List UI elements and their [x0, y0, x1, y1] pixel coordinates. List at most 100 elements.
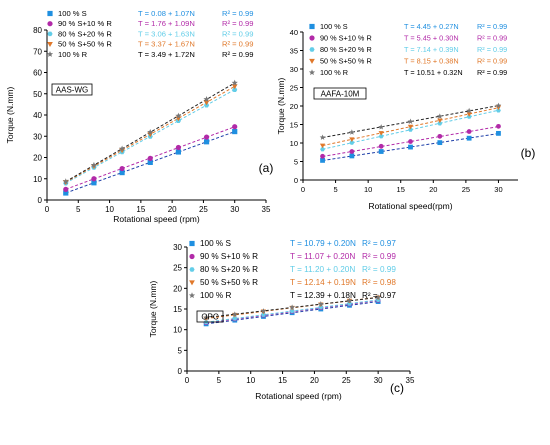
- data-point: [378, 131, 384, 136]
- legend-label: 50 % S+50 % R: [58, 40, 112, 49]
- x-tick-label: 20: [310, 376, 319, 385]
- r-squared-label: R² = 0.99: [362, 265, 396, 274]
- data-point: [466, 129, 472, 134]
- x-tick-label: 20: [429, 185, 437, 194]
- data-point: [375, 294, 381, 300]
- legend-label: 100 % R: [200, 291, 231, 300]
- legend-marker: [189, 280, 195, 286]
- y-tick-label: 15: [290, 121, 298, 130]
- data-point: [378, 149, 384, 154]
- y-tick-label: 80: [33, 26, 42, 35]
- data-point: [147, 155, 153, 161]
- data-point: [203, 134, 210, 140]
- data-point: [349, 129, 355, 135]
- legend-label: 50 % S+50 % R: [320, 57, 372, 66]
- y-tick-label: 0: [294, 176, 298, 185]
- x-tick-label: 0: [301, 185, 305, 194]
- y-tick-label: 15: [173, 305, 182, 314]
- data-point: [232, 87, 238, 92]
- data-point: [231, 311, 238, 317]
- data-point: [320, 157, 325, 163]
- x-tick-label: 35: [406, 376, 415, 385]
- r-squared-label: R² = 0.99: [477, 22, 507, 31]
- r-squared-label: R² = 0.99: [222, 50, 253, 59]
- data-point: [231, 84, 238, 90]
- data-point: [495, 102, 502, 109]
- data-point: [437, 118, 443, 124]
- data-point: [378, 143, 384, 149]
- data-point: [231, 79, 238, 86]
- y-axis-title: Torque (N.mm): [5, 87, 15, 144]
- y-tick-label: 5: [178, 346, 183, 355]
- legend-marker: [188, 292, 196, 299]
- legend-marker: [46, 51, 54, 57]
- data-point: [289, 308, 295, 314]
- fit-equation: T = 12.39 + 0.18N: [290, 291, 356, 300]
- x-axis-title: Rotational speed (rpm): [255, 391, 342, 401]
- x-tick-label: 30: [230, 205, 239, 214]
- data-point: [466, 112, 472, 117]
- r-squared-label: R² = 0.99: [362, 252, 396, 261]
- panel-tag: (c): [390, 381, 404, 395]
- x-tick-label: 5: [217, 376, 222, 385]
- chart-panel-a: 0 5 10 15 20 25 30 35 0 10 20 30 40 50 60 70 80 Rotationa…: [5, 9, 273, 224]
- data-point: [62, 178, 69, 185]
- data-point: [203, 96, 210, 102]
- y-tick-label: 40: [290, 28, 298, 37]
- data-point: [407, 124, 414, 130]
- data-point: [436, 113, 443, 119]
- y-axis-title: Torque (N.mm): [276, 78, 286, 135]
- y-tick-label: 10: [290, 139, 298, 148]
- data-point: [91, 180, 97, 186]
- legend-marker: [309, 58, 315, 64]
- data-point: [319, 134, 326, 140]
- fit-equation: T = 10.51 + 0.32N: [404, 68, 463, 77]
- data-point: [119, 165, 125, 172]
- panel-tag: (b): [521, 146, 536, 160]
- data-point: [119, 148, 125, 154]
- x-tick-label: 10: [364, 185, 372, 194]
- data-point: [261, 312, 266, 317]
- fit-equation: T = 3.37 + 1.67N: [138, 40, 195, 49]
- y-tick-label: 0: [38, 196, 43, 205]
- fit-equation: T = 3.06 + 1.63N: [138, 29, 195, 38]
- x-tick-label: 10: [105, 205, 114, 214]
- x-axis-title: Rotational speed (rpm): [113, 214, 200, 224]
- data-point: [289, 304, 295, 310]
- fit-equation: T = 10.79 + 0.20N: [290, 239, 356, 248]
- panel-title-box: [196, 310, 224, 323]
- data-point: [175, 144, 181, 151]
- legend-marker: [47, 10, 53, 17]
- legend: 100 % S T = 4.45 + 0.27N R² = 0.99 90 % S+1…: [308, 22, 507, 77]
- x-tick-label: 15: [136, 205, 145, 214]
- fit-equation: T = 3.49 + 1.72N: [138, 50, 195, 59]
- r-squared-label: R² = 0.97: [362, 291, 396, 300]
- x-tick-label: 20: [168, 205, 177, 214]
- y-tick-label: 30: [33, 132, 42, 141]
- y-tick-label: 30: [290, 65, 298, 74]
- x-tick-label: 30: [494, 185, 502, 194]
- data-point: [175, 112, 182, 119]
- fit-equation: T = 11.07 + 0.20N: [290, 252, 355, 261]
- y-tick-label: 20: [173, 284, 182, 293]
- chart-panel-b: 0 5 10 15 20 25 30 0 5 10 15 20 25 30 35 40 Rotational s…: [276, 22, 535, 211]
- x-tick-label: 15: [397, 185, 405, 194]
- y-tick-label: 70: [33, 47, 42, 56]
- y-tick-label: 60: [33, 69, 42, 78]
- data-point: [147, 128, 154, 135]
- panel-title: AAS-WG: [56, 86, 88, 95]
- legend-marker: [189, 240, 195, 247]
- fit-equation: T = 12.14 + 0.19N: [290, 278, 356, 287]
- r-squared-label: R² = 0.99: [222, 19, 253, 28]
- legend-label: 90 % S+10 % R: [320, 34, 372, 43]
- panel-tag: (a): [259, 161, 274, 175]
- x-axis-title: Rotational speed(rpm): [368, 201, 452, 211]
- data-point: [318, 305, 324, 310]
- legend-label: 90 % S+10 % R: [200, 252, 258, 261]
- data-point: [346, 297, 353, 304]
- data-point: [378, 124, 385, 130]
- r-squared-label: R² = 0.98: [362, 278, 396, 287]
- data-point: [320, 153, 325, 159]
- y-tick-label: 10: [33, 175, 42, 184]
- data-point: [63, 190, 69, 196]
